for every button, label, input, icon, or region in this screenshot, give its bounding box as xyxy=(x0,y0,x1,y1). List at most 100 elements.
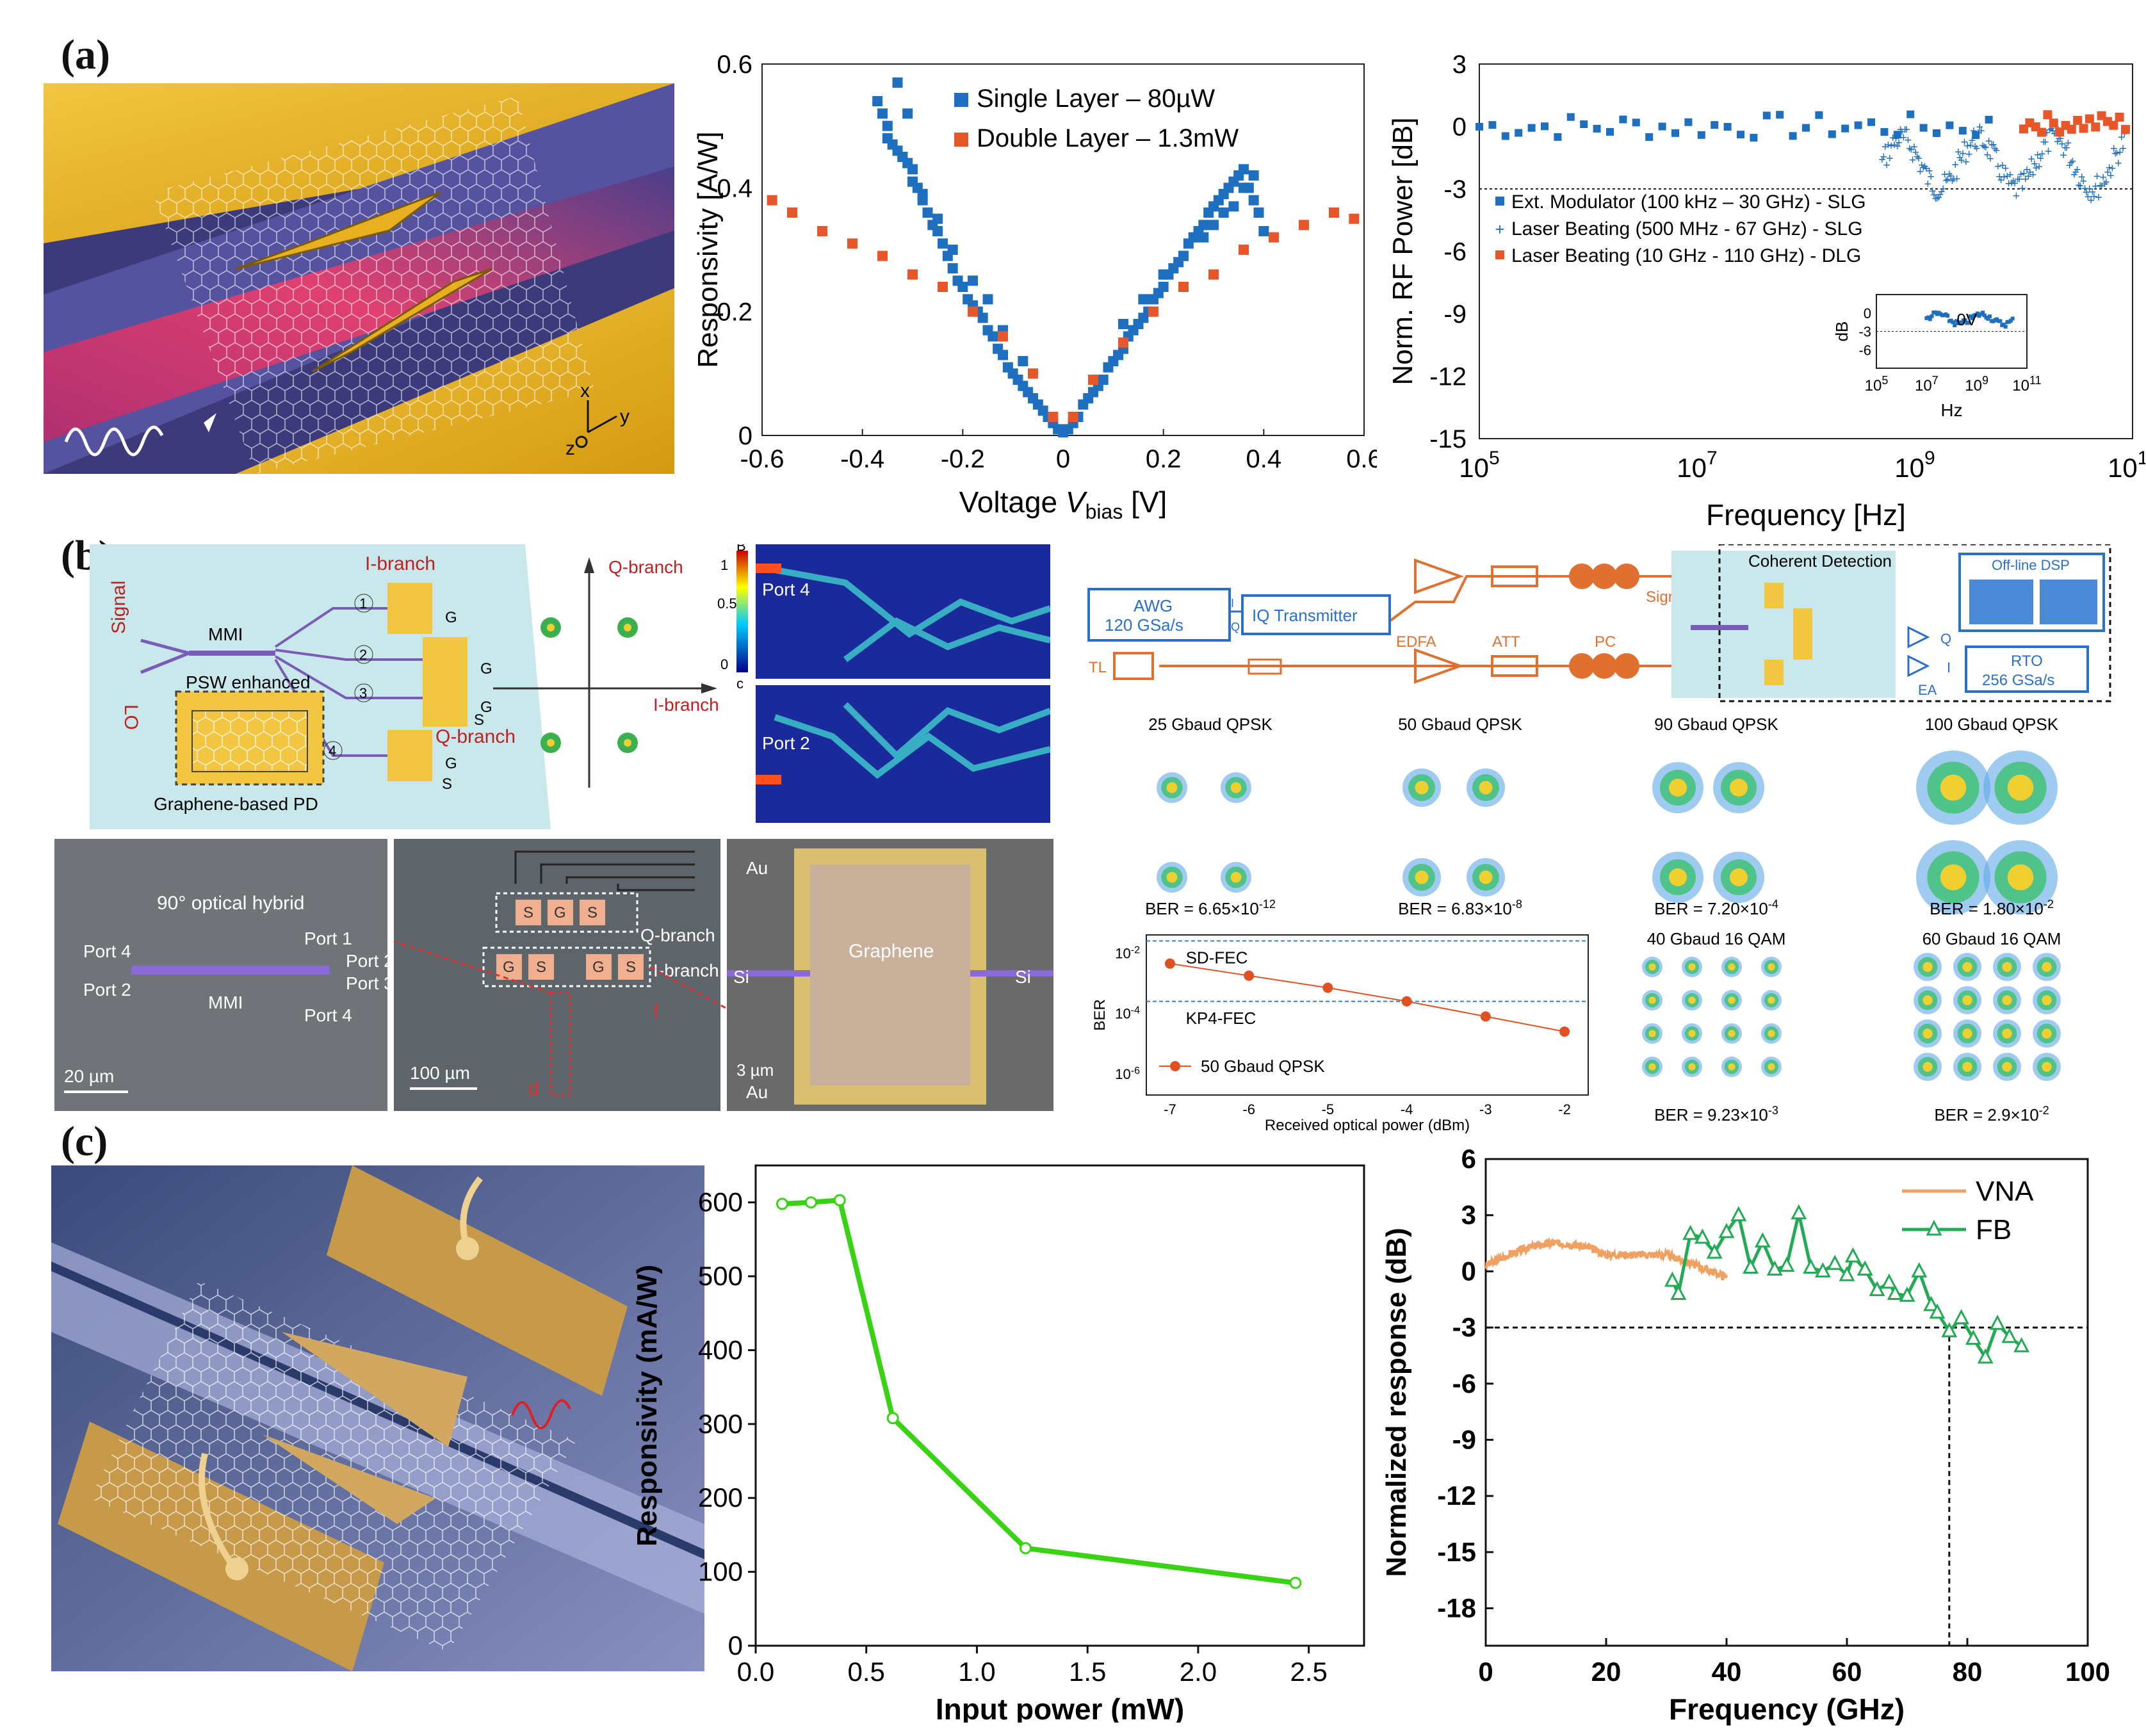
x-axis-label: Frequency (GHz) xyxy=(1669,1692,1905,1726)
laser-beat-point: + xyxy=(1988,138,1996,152)
x-tick-label: 0 xyxy=(1478,1657,1493,1687)
x-tick-label: 0.2 xyxy=(1146,445,1182,473)
laser-beat-point: + xyxy=(2109,162,2117,176)
x-axis-label: Voltage Vbias [V] xyxy=(959,485,1167,523)
data-point xyxy=(1239,183,1249,193)
laser-beat-point: + xyxy=(2023,163,2031,177)
laser-beat-point: + xyxy=(1901,123,1909,137)
laser-beat-point: + xyxy=(1976,120,1983,134)
responsivity-point xyxy=(804,1196,817,1209)
y-tick-label: 0 xyxy=(738,422,752,450)
dlg-point xyxy=(2037,127,2047,137)
dlg-point xyxy=(2073,116,2083,126)
fb-point xyxy=(1814,1262,1831,1278)
inset-point xyxy=(1946,314,1950,318)
laser-beat-point: + xyxy=(1987,152,1994,166)
ber-point xyxy=(1164,958,1175,969)
laser-beat-point: + xyxy=(2115,157,2122,171)
data-point xyxy=(1068,412,1078,422)
y-tick-label: 100 xyxy=(698,1557,743,1587)
ext-mod-point xyxy=(1867,118,1875,126)
laser-beat-point: + xyxy=(2057,132,2065,146)
x-tick-label: 0.6 xyxy=(1346,445,1377,473)
laser-beat-point: + xyxy=(2010,174,2017,188)
y-tick-label: 3 xyxy=(1452,51,1467,79)
laser-beat-point: + xyxy=(2086,182,2093,196)
laser-beat-point: + xyxy=(2005,177,2013,191)
inset-point xyxy=(1951,320,1955,325)
laser-beat-point: + xyxy=(2110,142,2118,156)
y-tick-label: 0 xyxy=(1461,1256,1476,1286)
y-tick-label: 400 xyxy=(698,1334,743,1365)
att-label: ATT xyxy=(1492,633,1520,651)
laser-beat-point: + xyxy=(2051,127,2058,141)
laser-beat-point: + xyxy=(2092,180,2099,194)
fb-point xyxy=(1718,1222,1735,1238)
qam-cluster xyxy=(1962,1062,1972,1072)
scale-bar-100um: 100 µm xyxy=(410,1063,470,1083)
qam-cluster xyxy=(1922,962,1933,972)
legend-fb-label: FB xyxy=(1976,1214,2012,1245)
laser-beat-point: + xyxy=(1941,168,1949,182)
laser-beat-point: + xyxy=(2002,162,2010,176)
laser-beat-point: + xyxy=(2042,135,2049,149)
plot-frame xyxy=(1479,63,2133,439)
ext-mod-point xyxy=(1632,118,1640,127)
data-point xyxy=(847,238,858,249)
constellation-cluster xyxy=(1230,782,1242,793)
const-q-branch-label: Q-branch xyxy=(608,557,683,577)
x-tick-label: -6 xyxy=(1242,1101,1255,1117)
rto-label: RTO xyxy=(2011,653,2043,670)
x-tick-label: 2.0 xyxy=(1180,1657,1217,1687)
data-point xyxy=(872,96,883,106)
laser-beat-point: + xyxy=(1935,191,1942,205)
data-point xyxy=(1239,245,1249,255)
sem-au-bottom: Au xyxy=(746,1082,768,1102)
legend-marker xyxy=(954,133,968,147)
sem-port2-left: Port 2 xyxy=(83,980,131,1000)
laser-beat-point: + xyxy=(1924,177,1932,191)
laser-beat-point: + xyxy=(1927,170,1935,184)
laser-beat-point: + xyxy=(2055,132,2063,146)
x-tick-label: 2.5 xyxy=(1290,1657,1327,1687)
const-title: 40 Gbaud 16 QAM xyxy=(1647,929,1786,948)
laser-beat-point: + xyxy=(1953,172,1961,186)
fb-point xyxy=(1664,1271,1680,1287)
fb-point xyxy=(1706,1243,1723,1259)
x-tick-label: 0.5 xyxy=(848,1657,885,1687)
port-2-label: Port 2 xyxy=(762,733,810,753)
dlg-point xyxy=(2043,110,2053,120)
qam-cluster xyxy=(2042,995,2052,1005)
legend-marker: + xyxy=(1495,220,1504,239)
sem-au-top: Au xyxy=(746,858,768,878)
laser-beat-point: + xyxy=(1917,165,1924,179)
sem-si-left: Si xyxy=(733,967,749,987)
laser-beat-point: + xyxy=(1938,185,1946,199)
sem-graphene: Graphene xyxy=(849,941,934,962)
qam-cluster xyxy=(2042,962,2052,972)
laser-beat-point: + xyxy=(1999,159,2006,173)
constellation-cluster xyxy=(1669,779,1687,797)
laser-beat-point: + xyxy=(1892,132,1900,146)
inset-point xyxy=(2003,325,2008,329)
y-tick-label: 500 xyxy=(698,1261,743,1291)
const-title: 100 Gbaud QPSK xyxy=(1925,715,2059,734)
laser-beat-point: + xyxy=(1996,170,2003,184)
data-point xyxy=(767,195,777,206)
qam-cluster xyxy=(1728,996,1735,1004)
sem-mmi: MMI xyxy=(208,993,243,1012)
x-tick-label: 0 xyxy=(1056,445,1070,473)
constellation-cluster xyxy=(1230,872,1242,883)
ext-mod-point xyxy=(1554,133,1562,141)
laser-beat-point: + xyxy=(1973,142,1981,156)
laser-beat-point: + xyxy=(2008,177,2015,191)
panel-label-c: (c) xyxy=(61,1118,108,1165)
plot-frame xyxy=(1484,1158,2089,1647)
laser-beat-point: + xyxy=(2087,194,2095,208)
y-tick-label: 10-4 xyxy=(1115,1005,1140,1022)
x-tick-label: 1.0 xyxy=(958,1657,995,1687)
data-point xyxy=(947,263,958,273)
x-tick-label: 107 xyxy=(1677,448,1717,483)
colorbar-c: c xyxy=(736,676,744,692)
y-axis-label: BER xyxy=(1091,999,1109,1030)
